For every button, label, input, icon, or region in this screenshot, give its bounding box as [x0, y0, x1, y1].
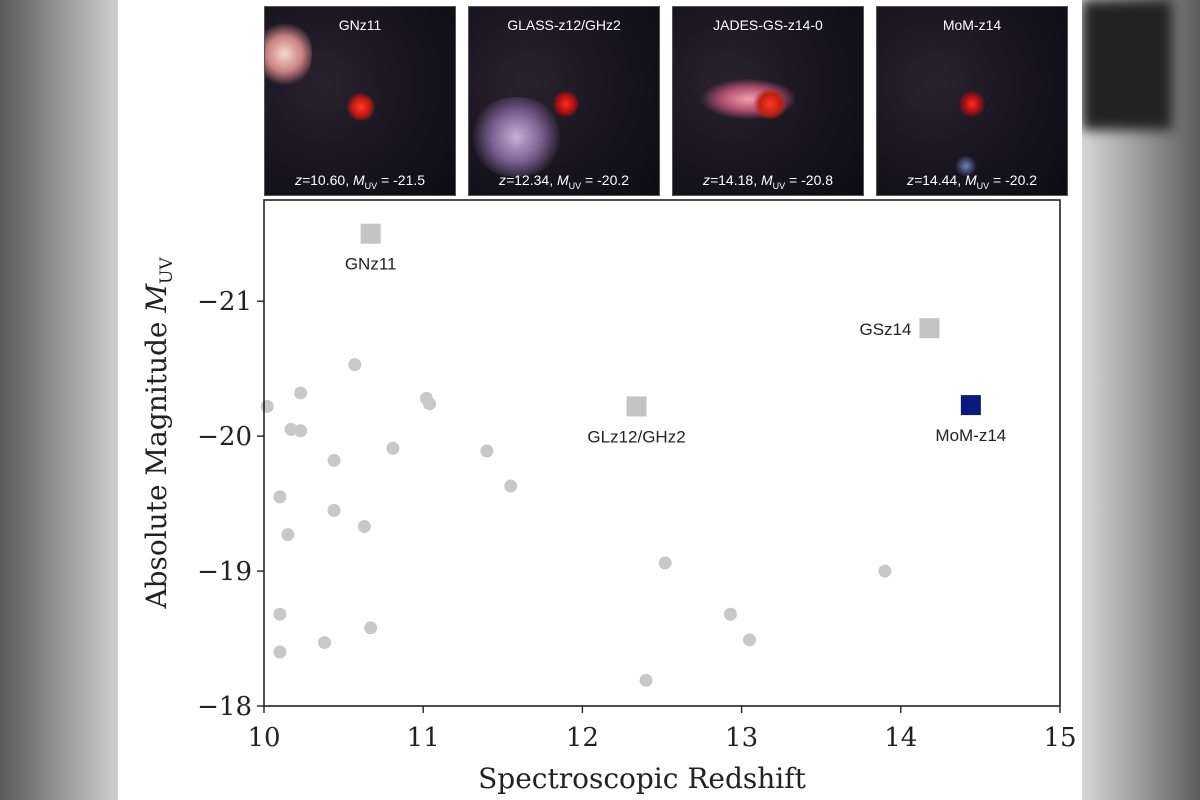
point-label: GSz14: [859, 320, 911, 339]
thumbnail-caption: z=10.60, MUV = -21.5: [294, 172, 426, 191]
chart-marks: GNz11 GLz12/GHz2 GSz14 MoM-z14: [260, 223, 1006, 687]
figure-canvas: GNz11 z=10.60, MUV = -21.5 GLASS-z12/GHz…: [118, 0, 1082, 800]
thumbnail-title: MoM-z14: [942, 17, 1002, 33]
thumbnail-gnz11: GNz11 z=10.60, MUV = -21.5: [264, 6, 456, 196]
point-label: GLz12/GHz2: [587, 427, 685, 446]
thumbnail-caption: z=14.44, MUV = -20.2: [906, 172, 1038, 191]
labeled-point: [626, 396, 647, 417]
data-point: [273, 645, 287, 659]
y-axis-label-subscript: UV: [157, 257, 177, 284]
highlight-point: [960, 395, 981, 416]
data-point: [743, 633, 757, 647]
x-tick-label: 11: [407, 723, 440, 753]
data-point: [639, 673, 653, 687]
scatter-chart: GNz11 GLz12/GHz2 GSz14 MoM-z14 10 11 12 13 14 15…: [140, 199, 1077, 795]
data-point: [423, 397, 437, 411]
x-tick-label: 12: [566, 723, 599, 753]
x-tick-label: 14: [884, 723, 917, 753]
y-tick-label: −20: [197, 422, 252, 452]
x-tick-label: 15: [1043, 723, 1076, 753]
data-point: [260, 399, 274, 413]
x-axis-label: Spectroscopic Redshift: [478, 762, 807, 795]
thumbnail-caption: z=12.34, MUV = -20.2: [498, 172, 630, 191]
thumbnail-caption: z=14.18, MUV = -20.8: [702, 172, 834, 191]
data-point: [723, 607, 737, 621]
chart-axes: 10 11 12 13 14 15 −18 −19 −20 −21 Spectroscopic Re…: [140, 199, 1077, 795]
data-point: [878, 564, 892, 578]
y-tick-label: −19: [197, 557, 252, 587]
data-point: [284, 422, 298, 436]
x-tick-label: 10: [247, 723, 280, 753]
data-point: [317, 636, 331, 650]
thumbnail-title: GNz11: [338, 17, 382, 33]
y-axis-label-text: Absolute Magnitude: [140, 313, 173, 610]
data-point: [327, 503, 341, 517]
x-tick-label: 13: [725, 723, 758, 753]
thumbnail-glass-z12: GLASS-z12/GHz2 z=12.34, MUV = -20.2: [468, 6, 660, 196]
plot-frame: [263, 199, 1061, 707]
data-point: [294, 386, 308, 400]
y-tick-label: −21: [197, 287, 252, 317]
labeled-point: [919, 318, 940, 339]
thumbnail-title: JADES-GS-z14-0: [713, 17, 823, 33]
data-point: [658, 556, 672, 570]
data-point: [357, 520, 371, 534]
data-point: [294, 424, 308, 438]
data-point: [273, 490, 287, 504]
data-point: [273, 607, 287, 621]
y-axis-label: Absolute Magnitude MUV: [140, 257, 177, 610]
data-point: [364, 621, 378, 635]
background-blur-left: [0, 0, 118, 800]
data-point: [327, 453, 341, 467]
background-blur-right: [1082, 0, 1200, 800]
data-point: [386, 441, 400, 455]
y-tick-label: −18: [197, 692, 252, 722]
point-label: GNz11: [345, 255, 397, 274]
thumbnail-mom-z14: MoM-z14 z=14.44, MUV = -20.2: [876, 6, 1068, 196]
data-point: [281, 528, 295, 542]
labeled-point: [360, 223, 381, 244]
point-label: MoM-z14: [935, 426, 1006, 445]
thumbnail-jades-gs-z14-0: JADES-GS-z14-0 z=14.18, MUV = -20.8: [672, 6, 864, 196]
data-point: [480, 444, 494, 458]
data-point: [348, 358, 362, 372]
y-axis-label-symbol: M: [140, 283, 173, 314]
data-point: [504, 479, 518, 493]
thumbnail-title: GLASS-z12/GHz2: [507, 17, 621, 33]
